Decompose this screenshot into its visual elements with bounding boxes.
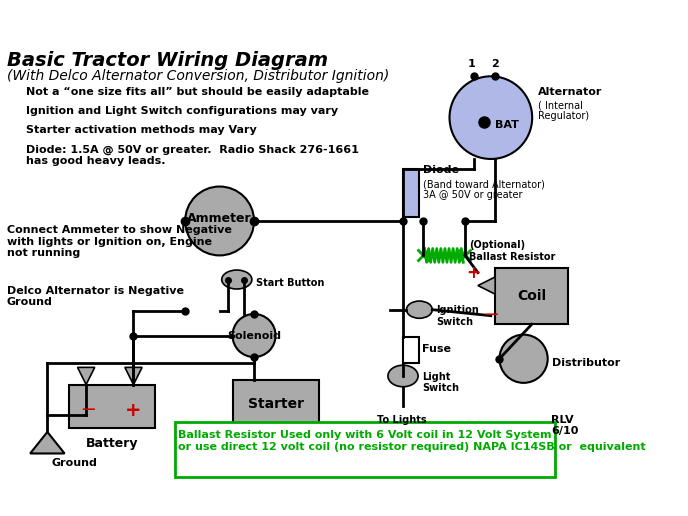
Text: +: + (125, 401, 142, 420)
Circle shape (449, 76, 533, 159)
Text: (Band toward Alternator): (Band toward Alternator) (423, 180, 545, 190)
Circle shape (185, 186, 254, 255)
Circle shape (233, 314, 276, 357)
Text: Ammeter: Ammeter (187, 212, 252, 225)
Polygon shape (478, 277, 495, 294)
Text: (With Delco Alternator Conversion, Distributor Ignition): (With Delco Alternator Conversion, Distr… (7, 69, 389, 83)
Text: BAT: BAT (495, 120, 519, 130)
Text: Starter: Starter (248, 397, 303, 411)
Text: 2: 2 (491, 59, 499, 70)
Ellipse shape (407, 301, 432, 318)
Text: Regulator): Regulator) (538, 111, 590, 121)
Text: Delco Alternator is Negative
Ground: Delco Alternator is Negative Ground (7, 285, 184, 307)
Text: Ignition
Switch: Ignition Switch (437, 305, 480, 327)
Text: Alternator: Alternator (538, 88, 603, 98)
Text: 1: 1 (468, 59, 476, 70)
Text: ─: ─ (485, 306, 497, 325)
Text: Diode: Diode (423, 165, 459, 175)
Text: Ground: Ground (52, 458, 98, 468)
Text: Connect Ammeter to show Negative
with lights or Ignition on, Engine
not running: Connect Ammeter to show Negative with li… (7, 225, 232, 259)
Text: Ignition and Light Switch configurations may vary: Ignition and Light Switch configurations… (26, 106, 338, 117)
Text: Diode: 1.5A @ 50V or greater.  Radio Shack 276-1661
has good heavy leads.: Diode: 1.5A @ 50V or greater. Radio Shac… (26, 144, 358, 166)
Text: Starter activation methods may Vary: Starter activation methods may Vary (26, 125, 257, 135)
FancyBboxPatch shape (69, 384, 155, 428)
Text: RLV
6/10: RLV 6/10 (551, 415, 579, 437)
Polygon shape (30, 432, 65, 454)
Polygon shape (78, 367, 95, 384)
Text: Basic Tractor Wiring Diagram: Basic Tractor Wiring Diagram (7, 51, 328, 70)
FancyBboxPatch shape (175, 422, 555, 477)
FancyBboxPatch shape (495, 268, 568, 325)
Text: Fuse: Fuse (422, 344, 451, 354)
Text: Start Button: Start Button (256, 278, 324, 288)
Text: Solenoid: Solenoid (227, 331, 281, 341)
Text: ( Internal: ( Internal (538, 101, 583, 110)
Text: ─: ─ (82, 401, 94, 420)
Text: Not a “one size fits all” but should be easily adaptable: Not a “one size fits all” but should be … (26, 88, 369, 98)
Text: Coil: Coil (517, 289, 546, 303)
Ellipse shape (388, 365, 418, 386)
Circle shape (499, 335, 548, 383)
Text: Distributor: Distributor (552, 358, 621, 368)
Text: Ballast Resistor Used only with 6 Volt coil in 12 Volt System
or use direct 12 v: Ballast Resistor Used only with 6 Volt c… (178, 430, 646, 452)
Text: To Lights: To Lights (377, 415, 427, 425)
Ellipse shape (222, 270, 252, 289)
FancyBboxPatch shape (233, 380, 319, 428)
Text: +: + (466, 264, 480, 282)
FancyBboxPatch shape (403, 337, 418, 363)
Text: (Optional)
Ballast Resistor: (Optional) Ballast Resistor (469, 240, 556, 262)
Text: 3A @ 50V or greater: 3A @ 50V or greater (423, 190, 522, 200)
Text: Battery: Battery (86, 437, 138, 449)
FancyBboxPatch shape (403, 169, 418, 217)
Polygon shape (125, 367, 142, 384)
Text: Light
Switch: Light Switch (422, 372, 459, 393)
